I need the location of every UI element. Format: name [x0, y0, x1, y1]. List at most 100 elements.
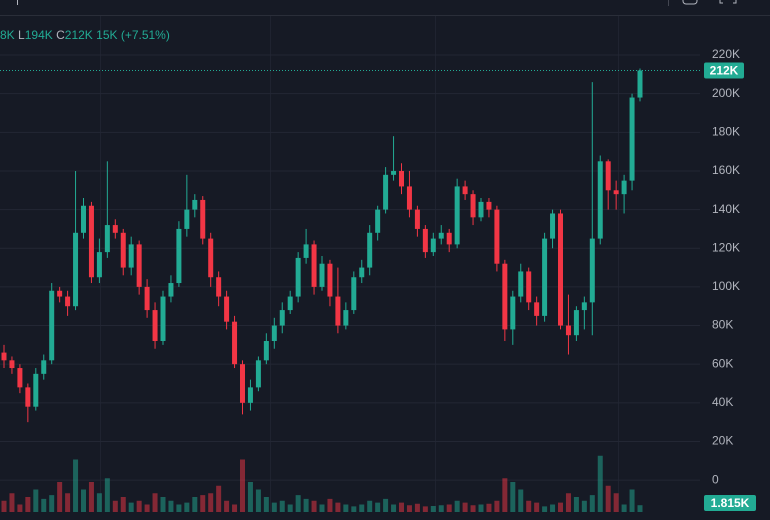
volume-bar — [152, 493, 158, 512]
volume-bar — [454, 500, 460, 512]
candle-body — [327, 263, 333, 297]
candle-body — [375, 209, 381, 233]
volume-bar — [486, 503, 492, 512]
volume-bar — [573, 497, 579, 512]
legend-key: L — [18, 28, 25, 42]
legend-value: 212K — [64, 28, 93, 42]
last-price-label: 212K — [710, 64, 739, 78]
volume-bar — [518, 489, 524, 512]
volume-bar — [96, 493, 102, 512]
candle-body — [41, 360, 47, 374]
volume-bar — [597, 455, 603, 512]
candle-body — [454, 186, 460, 245]
candle-body — [550, 213, 556, 239]
candle-body — [478, 201, 484, 218]
candle-body — [232, 321, 238, 365]
candle-body — [391, 170, 397, 175]
candle-body — [279, 310, 285, 326]
candle-body — [470, 194, 476, 218]
volume-bar — [526, 500, 532, 512]
camera-icon[interactable] — [682, 0, 698, 5]
candle-body — [255, 360, 261, 388]
volume-bar — [240, 459, 245, 512]
volume-bar — [406, 505, 412, 512]
candle-body — [200, 199, 206, 239]
y-tick-label: 140K — [712, 202, 740, 216]
volume-bar — [494, 500, 500, 512]
candle-body — [581, 302, 587, 311]
volume-bar — [33, 489, 39, 512]
candle-body — [65, 296, 71, 307]
candle-body — [589, 238, 595, 303]
volume-bar — [462, 502, 468, 512]
candle-body — [104, 225, 110, 253]
candle-body — [438, 232, 444, 239]
candle-body — [88, 205, 94, 278]
volume-bar — [414, 503, 420, 512]
candle-body — [597, 161, 603, 239]
volume-bar — [351, 506, 357, 512]
volume-bar — [25, 497, 31, 512]
volume-bar — [558, 502, 563, 512]
candle-body — [208, 238, 214, 278]
candle-body — [152, 310, 158, 341]
candle-body — [335, 296, 341, 326]
y-tick-label: 60K — [712, 356, 733, 370]
candle-body — [613, 190, 619, 195]
volume-bar — [295, 495, 301, 512]
candle-body — [319, 263, 325, 287]
candle-body — [144, 286, 150, 311]
fullscreen-icon[interactable] — [719, 0, 737, 4]
volume-bar — [367, 500, 373, 512]
volume-bar — [65, 493, 71, 512]
candle-body — [446, 232, 452, 245]
candle-body — [414, 209, 420, 229]
volume-bar — [430, 506, 436, 512]
y-tick-label: 100K — [712, 279, 740, 293]
candle-body — [534, 302, 540, 316]
volume-bar — [589, 495, 595, 512]
legend-key: C — [56, 28, 65, 42]
candle-body — [359, 267, 365, 278]
volume-bar — [168, 500, 174, 512]
volume-bar — [104, 478, 110, 512]
volume-bar — [192, 497, 198, 512]
y-tick-label: 80K — [712, 318, 733, 332]
candle-body — [287, 296, 293, 311]
y-tick-label: 20K — [712, 434, 733, 448]
volume-bar — [565, 493, 571, 512]
volume-bar — [319, 504, 325, 512]
volume-bar — [438, 505, 444, 512]
candle-body — [637, 70, 643, 98]
candle-body — [303, 244, 309, 258]
volume-bar — [17, 504, 23, 512]
last-volume-badge — [704, 495, 756, 511]
volume-bar — [247, 482, 253, 512]
candle-body — [49, 290, 55, 361]
candle-body — [565, 325, 571, 336]
candle-body — [176, 228, 182, 284]
candle-body — [168, 283, 174, 297]
candle-body — [295, 257, 301, 297]
volume-bar — [637, 505, 643, 512]
legend-value: 194K — [24, 28, 53, 42]
volume-bar — [208, 493, 214, 512]
candle-body — [184, 209, 190, 229]
volume-bar — [112, 500, 118, 512]
volume-bar — [263, 497, 269, 512]
candle-body — [216, 277, 222, 297]
candle-body — [311, 244, 317, 287]
candle-body — [57, 290, 63, 297]
candle-body — [510, 296, 516, 330]
candle-body — [120, 232, 126, 268]
y-tick-label: 220K — [712, 47, 740, 61]
volume-bar — [605, 485, 611, 512]
legend-value: 15K (+7.51%) — [96, 28, 170, 42]
candle-body — [192, 199, 198, 210]
volume-bar — [375, 502, 381, 512]
volume-bar — [271, 502, 277, 512]
volume-bar — [446, 504, 452, 512]
candle-body — [33, 373, 39, 407]
volume-bar — [470, 505, 476, 512]
